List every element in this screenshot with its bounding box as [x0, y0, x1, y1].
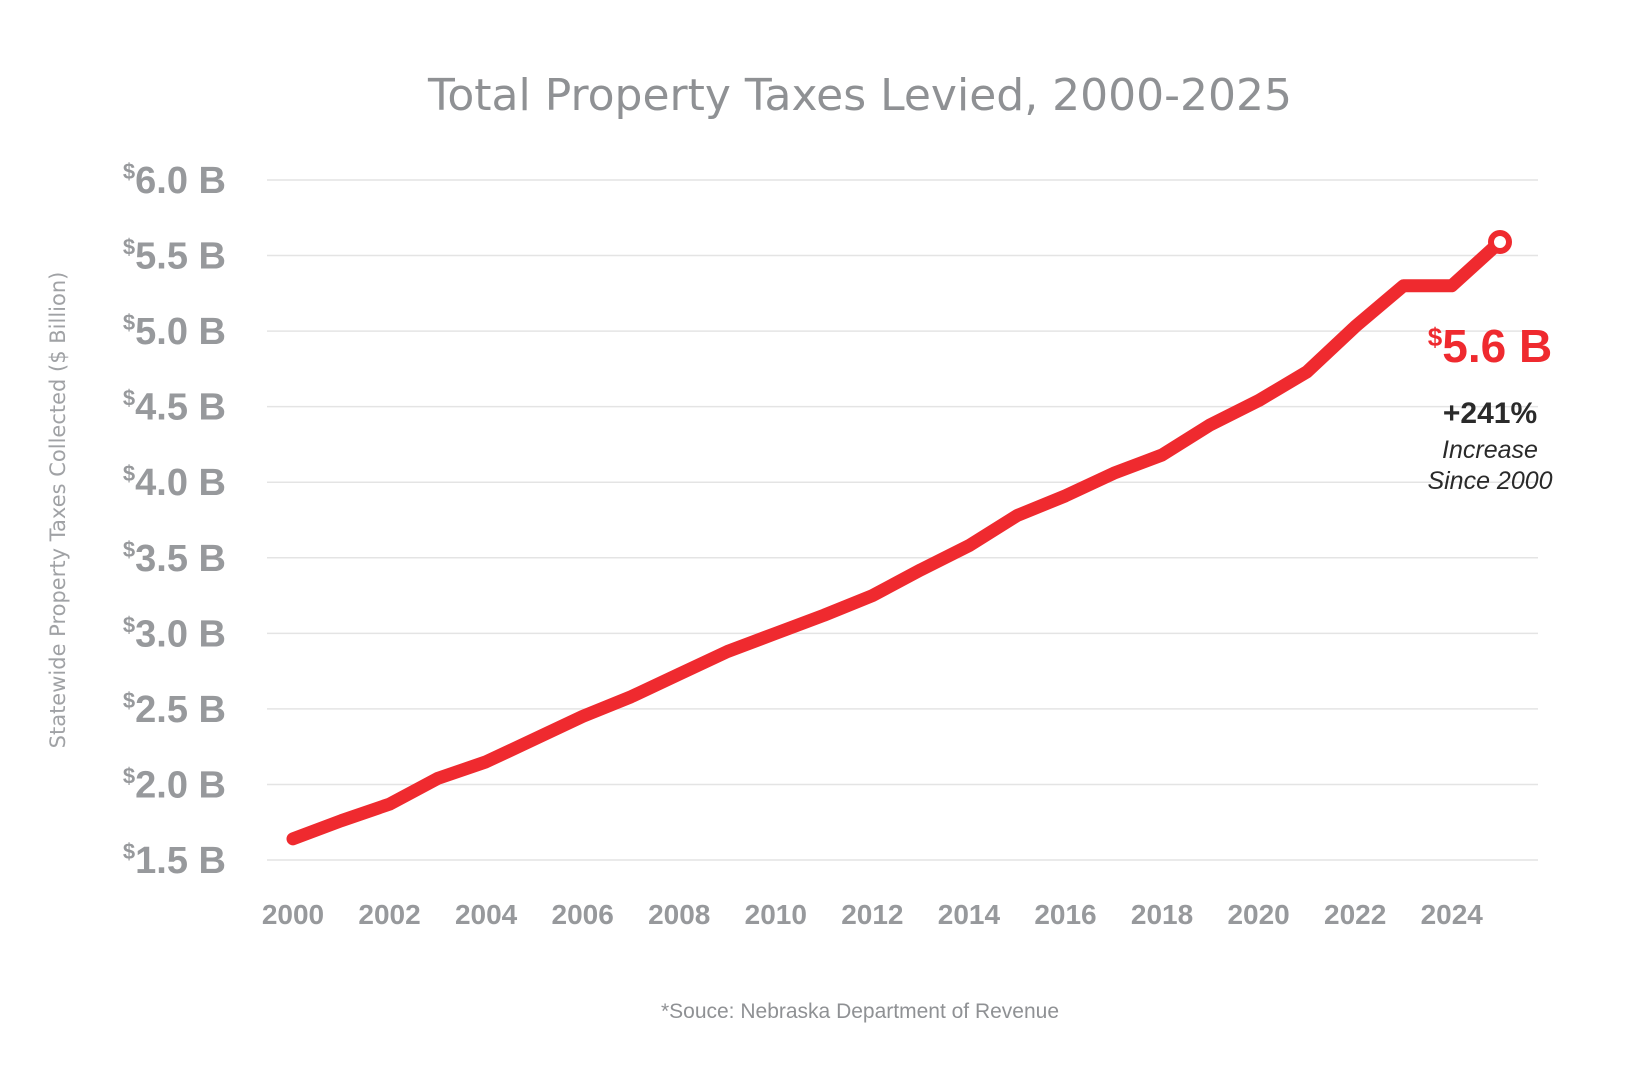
y-tick-value: 4.0 B — [135, 462, 226, 504]
y-tick-dollar-sign: $ — [123, 159, 135, 184]
x-tick-label: 2016 — [1034, 899, 1096, 930]
y-tick-label: $5.0 B — [123, 310, 226, 353]
y-tick-dollar-sign: $ — [123, 763, 135, 788]
chart-title: Total Property Taxes Levied, 2000-2025 — [427, 70, 1292, 121]
y-tick-value: 5.5 B — [135, 236, 226, 278]
annotation-increase-percent: +241% — [1443, 397, 1537, 430]
y-tick-label: $3.5 B — [123, 537, 226, 580]
gridlines — [267, 179, 1538, 861]
end-value-annotation: $5.6 B +241% Increase Since 2000 — [1427, 320, 1552, 495]
y-tick-dollar-sign: $ — [123, 688, 135, 713]
y-tick-value: 6.0 B — [135, 160, 226, 202]
y-tick-value: 3.5 B — [135, 538, 226, 580]
x-tick-label: 2014 — [938, 899, 1001, 930]
y-tick-dollar-sign: $ — [123, 537, 135, 562]
y-tick-value: 3.0 B — [135, 613, 226, 655]
y-tick-label: $6.0 B — [123, 159, 226, 202]
y-tick-value: 1.5 B — [135, 840, 226, 882]
annotation-value: 5.6 B — [1442, 320, 1552, 372]
y-tick-dollar-sign: $ — [123, 386, 135, 411]
x-axis-tick-labels: 2000 2002 2004 2006 2008 2010 2012 2014 2016 2018… — [262, 899, 1483, 930]
y-tick-label: $5.5 B — [123, 235, 226, 278]
y-tick-label: $2.0 B — [123, 763, 226, 806]
y-tick-dollar-sign: $ — [123, 612, 135, 637]
x-tick-label: 2012 — [841, 899, 903, 930]
x-tick-label: 2010 — [745, 899, 807, 930]
x-tick-label: 2024 — [1421, 899, 1484, 930]
x-tick-label: 2000 — [262, 899, 324, 930]
y-tick-dollar-sign: $ — [123, 839, 135, 864]
y-tick-value: 2.0 B — [135, 764, 226, 806]
annotation-value-text: $5.6 B — [1428, 320, 1552, 372]
end-point-marker — [1488, 230, 1512, 254]
source-note: *Souce: Nebraska Department of Revenue — [661, 1000, 1059, 1023]
y-tick-label: $2.5 B — [123, 688, 226, 731]
y-tick-dollar-sign: $ — [123, 461, 135, 486]
x-tick-label: 2018 — [1131, 899, 1193, 930]
y-tick-dollar-sign: $ — [123, 235, 135, 260]
y-tick-label: $4.5 B — [123, 386, 226, 429]
y-axis-label: Statewide Property Taxes Collected ($ Bi… — [46, 272, 70, 749]
y-tick-label: $3.0 B — [123, 612, 226, 655]
annotation-dollar-sign: $ — [1428, 322, 1443, 352]
series-layer — [286, 230, 1512, 846]
x-tick-label: 2020 — [1227, 899, 1289, 930]
y-tick-label: $1.5 B — [123, 839, 226, 882]
series-line — [286, 235, 1507, 846]
x-tick-label: 2006 — [552, 899, 614, 930]
annotation-note-line2: Since 2000 — [1427, 467, 1552, 495]
y-tick-dollar-sign: $ — [123, 310, 135, 335]
y-tick-value: 4.5 B — [135, 387, 226, 429]
x-tick-label: 2002 — [358, 899, 420, 930]
y-tick-value: 5.0 B — [135, 311, 226, 353]
y-tick-label: $4.0 B — [123, 461, 226, 504]
x-tick-label: 2022 — [1324, 899, 1386, 930]
x-tick-label: 2008 — [648, 899, 710, 930]
y-tick-value: 2.5 B — [135, 689, 226, 731]
x-tick-label: 2004 — [455, 899, 518, 930]
annotation-note-line1: Increase — [1442, 436, 1538, 464]
y-axis-tick-labels: $6.0 B$5.5 B$5.0 B$4.5 B$4.0 B$3.5 B$3.0… — [123, 159, 226, 882]
